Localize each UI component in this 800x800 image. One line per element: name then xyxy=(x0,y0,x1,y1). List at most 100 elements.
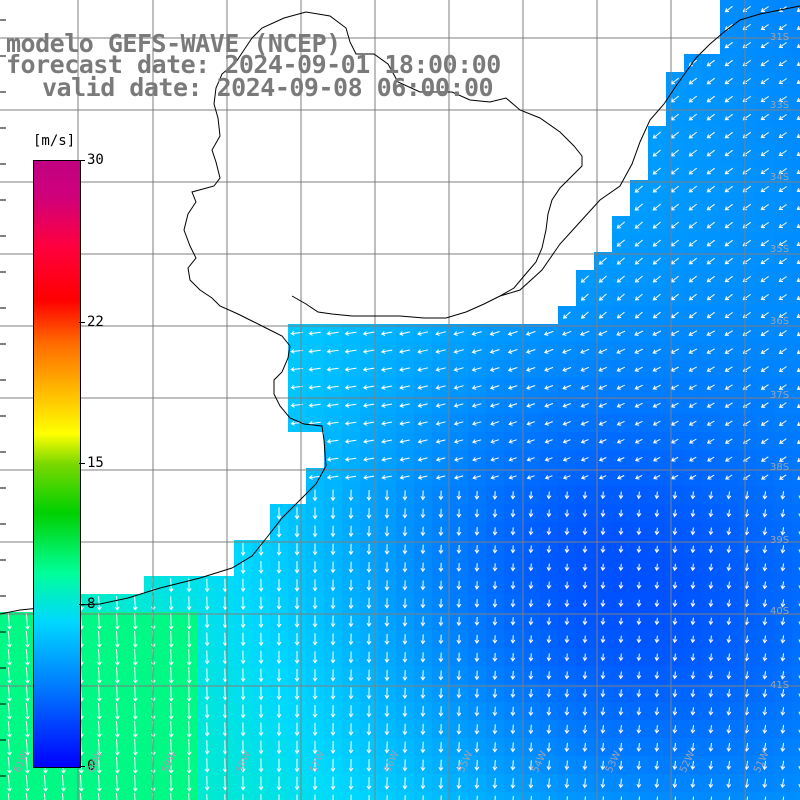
wind-arrow xyxy=(654,778,660,789)
wind-arrow xyxy=(417,403,428,408)
wind-arrow xyxy=(132,702,138,720)
wind-cell xyxy=(792,486,800,504)
wind-arrow xyxy=(762,689,768,698)
wind-arrow xyxy=(330,740,336,754)
wind-arrow xyxy=(402,759,408,772)
wind-arrow xyxy=(508,439,517,444)
wind-arrow xyxy=(258,668,264,683)
wind-arrow xyxy=(546,706,552,716)
wind-arrow xyxy=(636,653,642,662)
wind-arrow xyxy=(474,527,480,536)
wind-arrow xyxy=(616,420,625,426)
wind-arrow xyxy=(706,185,716,193)
wind-arrow xyxy=(96,756,102,774)
wind-arrow xyxy=(690,760,696,770)
wind-arrow xyxy=(312,651,318,664)
wind-arrow xyxy=(778,240,787,246)
wind-arrow xyxy=(348,651,354,664)
wind-arrow xyxy=(528,760,534,771)
wind-arrow xyxy=(25,792,28,800)
coastline-east xyxy=(499,5,800,297)
wind-arrow xyxy=(546,545,552,554)
wind-arrow xyxy=(456,562,462,572)
wind-arrow xyxy=(724,239,733,247)
wind-arrow xyxy=(456,544,462,554)
wind-arrow xyxy=(222,686,228,701)
wind-arrow xyxy=(600,581,606,590)
wind-arrow xyxy=(510,706,516,717)
wind-arrow xyxy=(634,366,644,372)
wind-arrow xyxy=(384,687,390,700)
wind-arrow xyxy=(672,671,678,680)
wind-arrow xyxy=(528,545,534,554)
wind-arrow xyxy=(276,650,282,665)
wind-arrow xyxy=(399,349,411,354)
wind-arrow xyxy=(366,489,372,501)
wind-arrow xyxy=(404,795,406,800)
wind-cell xyxy=(792,252,800,270)
wind-arrow xyxy=(402,777,408,790)
wind-arrow xyxy=(762,617,768,626)
wind-arrow xyxy=(762,653,768,662)
wind-arrow xyxy=(724,384,733,390)
wind-arrow xyxy=(761,474,769,480)
wind-arrow xyxy=(654,599,660,608)
wind-arrow xyxy=(798,549,800,554)
wind-arrow xyxy=(402,490,408,501)
wind-arrow xyxy=(546,599,552,608)
wind-arrow xyxy=(312,705,318,718)
wind-arrow xyxy=(168,648,174,666)
wind-arrow xyxy=(344,367,357,372)
wind-arrow xyxy=(654,509,660,518)
wind-arrow xyxy=(363,421,375,426)
wind-arrow xyxy=(778,150,787,156)
wind-arrow xyxy=(474,563,480,572)
wind-arrow xyxy=(780,545,786,554)
wind-arrow xyxy=(796,421,800,426)
wind-arrow xyxy=(778,456,787,462)
wind-cell xyxy=(792,90,800,108)
wind-arrow xyxy=(546,509,552,518)
wind-arrow xyxy=(580,384,589,390)
wind-arrow xyxy=(453,421,464,426)
wind-arrow xyxy=(312,543,318,556)
wind-arrow xyxy=(706,59,716,67)
wind-arrow xyxy=(7,756,12,774)
wind-arrow xyxy=(708,563,714,572)
wind-arrow xyxy=(726,617,732,626)
wind-arrow xyxy=(670,438,679,444)
wind-arrow xyxy=(526,457,535,462)
wind-arrow xyxy=(780,491,786,500)
wind-arrow xyxy=(332,794,334,800)
wind-cell xyxy=(792,36,800,54)
wind-arrow xyxy=(598,275,607,283)
wind-arrow xyxy=(688,77,698,85)
wind-arrow xyxy=(381,439,392,444)
wind-arrow xyxy=(366,651,372,664)
wind-arrow xyxy=(690,725,696,734)
wind-arrow xyxy=(798,675,800,680)
wind-arrow xyxy=(348,705,354,718)
wind-arrow xyxy=(760,77,769,85)
wind-arrow xyxy=(362,367,375,372)
wind-arrow xyxy=(762,527,768,536)
wind-arrow xyxy=(384,598,390,609)
wind-arrow xyxy=(636,581,642,590)
latitude-label: 40S xyxy=(770,606,790,617)
wind-arrow xyxy=(402,562,408,573)
wind-arrow xyxy=(508,403,518,408)
wind-cell xyxy=(792,576,800,594)
wind-arrow xyxy=(760,113,769,121)
wind-arrow xyxy=(240,578,246,593)
wind-arrow xyxy=(312,740,318,755)
wind-arrow xyxy=(618,563,624,572)
wind-arrow xyxy=(366,669,372,682)
wind-arrow xyxy=(564,778,570,789)
wind-arrow xyxy=(25,774,30,792)
wind-arrow xyxy=(618,635,624,644)
wind-arrow xyxy=(116,792,118,800)
wind-arrow xyxy=(546,689,552,698)
wind-arrow xyxy=(348,489,354,502)
